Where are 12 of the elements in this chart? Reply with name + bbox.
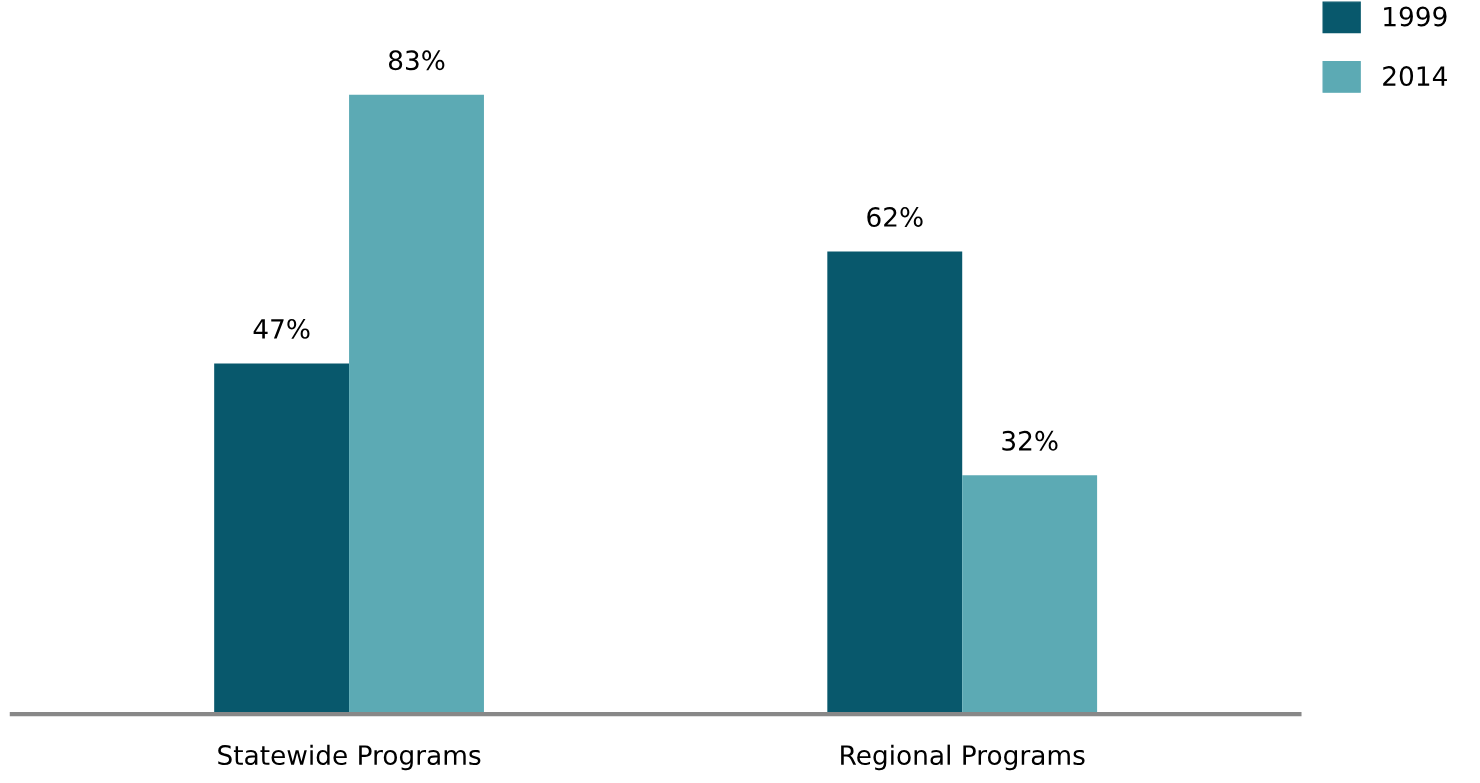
data-label: 83% bbox=[388, 50, 445, 71]
data-label: 47% bbox=[253, 318, 310, 339]
legend-label: 2014 bbox=[1383, 66, 1447, 87]
legend-label: 1999 bbox=[1384, 6, 1447, 27]
bar bbox=[349, 94, 484, 715]
bar bbox=[962, 475, 1098, 715]
data-label: 32% bbox=[1002, 430, 1058, 451]
data-label: 62% bbox=[867, 206, 923, 227]
bar bbox=[214, 363, 350, 715]
x-tick-label: Statewide Programs bbox=[218, 744, 481, 771]
bar bbox=[827, 251, 963, 715]
x-tick-label: Regional Programs bbox=[841, 744, 1085, 771]
